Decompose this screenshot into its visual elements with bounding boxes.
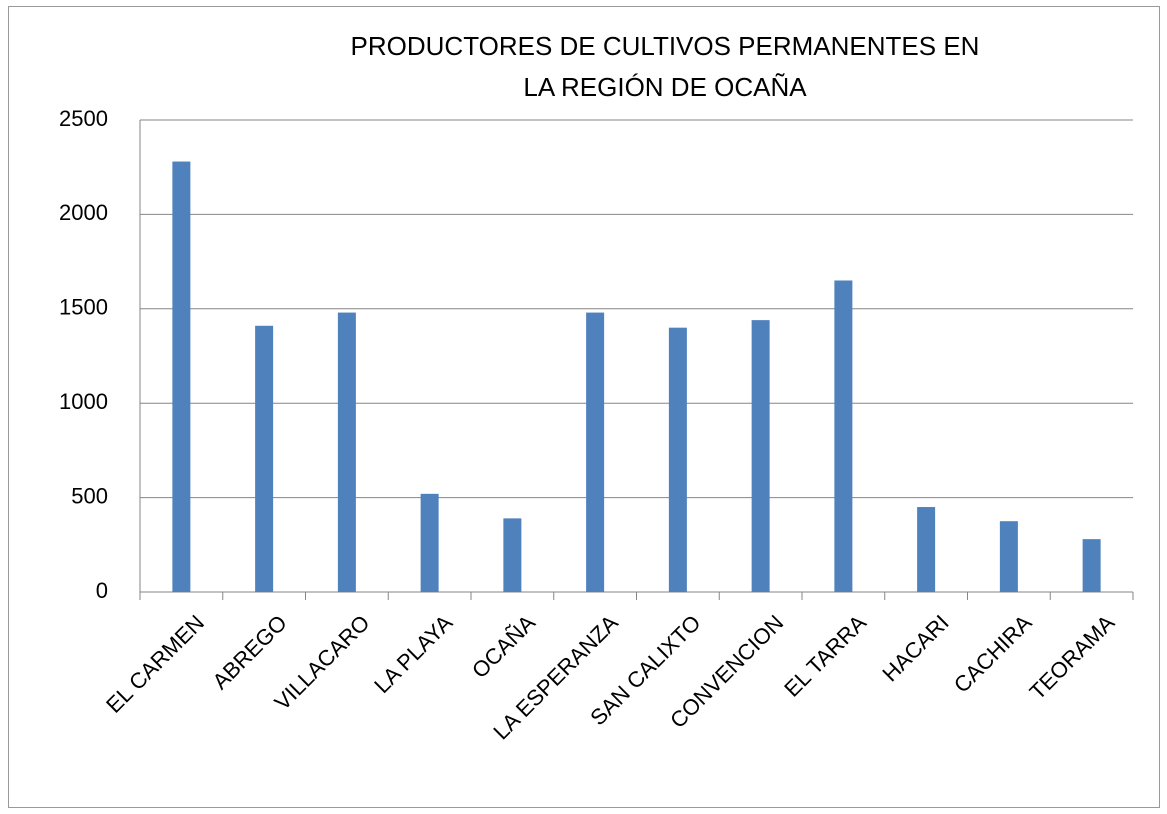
bar: [255, 325, 274, 592]
chart-border: [8, 6, 1160, 808]
bar: [751, 320, 770, 592]
chart-title: PRODUCTORES DE CULTIVOS PERMANENTES EN: [351, 31, 980, 61]
bar: [503, 518, 522, 592]
bar: [999, 521, 1018, 592]
bar: [420, 493, 439, 592]
bar: [337, 312, 356, 592]
bar: [668, 327, 687, 592]
y-tick-label: 500: [71, 483, 108, 508]
bar: [172, 161, 191, 592]
y-tick-label: 1000: [59, 389, 108, 414]
y-tick-label: 2500: [59, 106, 108, 131]
bar: [586, 312, 605, 592]
chart-title: LA REGIÓN DE OCAÑA: [523, 72, 807, 102]
y-tick-label: 1500: [59, 295, 108, 320]
bar: [834, 280, 853, 592]
y-tick-label: 2000: [59, 200, 108, 225]
y-tick-label: 0: [96, 578, 108, 603]
bar: [917, 507, 936, 592]
bar: [1082, 539, 1101, 592]
